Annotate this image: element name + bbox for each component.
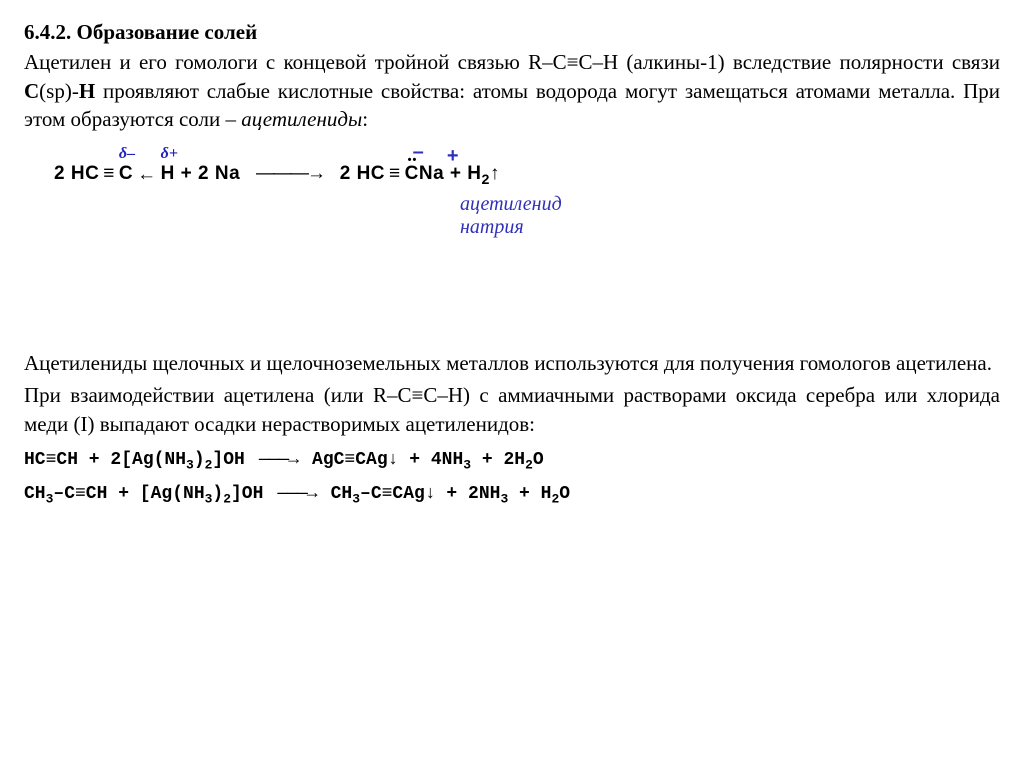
eq2b-m: ) [212, 484, 223, 504]
delta-minus-label: δ– [119, 143, 135, 165]
eq2a-r: ]OH [212, 450, 244, 470]
eq2b-p1b: –C≡CAg↓ + 2NH [360, 484, 500, 504]
lone-pair-dots: •• [408, 153, 418, 168]
caption-line1: ацетиленид [460, 193, 1000, 216]
eq1-h-delta-plus: δ+H [161, 161, 175, 187]
eq1-2hc: 2 HC [54, 163, 99, 184]
eq1-left-arrow: ← [137, 162, 157, 188]
caption-line2: натрия [460, 216, 1000, 239]
eq2b-l2: –C≡CH + [Ag(NH [53, 484, 204, 504]
eq2a-s3: 3 [463, 458, 471, 473]
eq2a-s4: 2 [525, 458, 533, 473]
delta-plus-label: δ+ [161, 143, 178, 165]
p1-text-a: Ацетилен и его гомологи с концевой тройн… [24, 50, 1000, 74]
equation-2a: HC≡CH + 2[Ag(NH3)2]OH———→AgC≡CAg↓ + 4NH3… [24, 448, 1000, 472]
eq2b-s0b: 3 [352, 492, 360, 507]
eq2b-p1: CH [331, 484, 353, 504]
eq1-plus-2na: + 2 Na [175, 163, 240, 184]
eq2b-p3: O [559, 484, 570, 504]
eq2a-m: ) [194, 450, 205, 470]
eq1-c-minus: –••C [405, 161, 419, 187]
eq1-up-arrow: ↑ [490, 163, 500, 184]
p1-italic: ацетилениды [241, 107, 362, 131]
eq1-triple2: ≡ [389, 163, 401, 184]
paragraph-3: При взаимодействии ацетилена (или R–C≡C–… [24, 381, 1000, 438]
eq1-triple: ≡ [103, 163, 115, 184]
eq1-c1: C [119, 163, 133, 184]
eq2b-p2: + H [508, 484, 551, 504]
eq2b-l: CH [24, 484, 46, 504]
p1-bold-h: Н [79, 79, 95, 103]
p1-text-c: (sp)- [39, 79, 79, 103]
eq2a-arrow: ———→ [245, 448, 312, 472]
eq2a-l: HC≡CH + 2[Ag(NH [24, 450, 186, 470]
eq1-c-delta-minus: δ–C [119, 161, 133, 187]
p1-text-g: : [362, 107, 368, 131]
eq2b-r: ]OH [231, 484, 263, 504]
eq1-h2-sub: 2 [482, 172, 490, 188]
paragraph-2: Ацетилениды щелочных и щелочноземельных … [24, 349, 1000, 377]
equation-2b: CH3–C≡CH + [Ag(NH3)2]OH———→CH3–C≡CAg↓ + … [24, 482, 1000, 506]
eq2a-s1: 3 [186, 458, 194, 473]
eq1-na-plus: + Na [419, 161, 444, 187]
eq1-rhs-2hc: 2 HC [340, 163, 385, 184]
eq1-h: H [161, 163, 175, 184]
eq1-arrow: ———→ [246, 161, 334, 187]
paragraph-1: Ацетилен и его гомологи с концевой тройн… [24, 48, 1000, 133]
plus-charge: + [447, 143, 459, 170]
eq2b-arrow: ———→ [263, 482, 330, 506]
eq2a-p3: O [533, 450, 544, 470]
equation-1: 2 HC≡δ–C←δ+H + 2 Na ———→ 2 HC≡–••C+ Na +… [54, 161, 1000, 187]
eq2a-p1: AgC≡CAg↓ + 4NH [312, 450, 463, 470]
equation-1-caption: ацетиленид натрия [460, 193, 1000, 239]
eq2b-s2: 2 [223, 492, 231, 507]
p1-bold-c: С [24, 79, 39, 103]
p1-text-e: проявляют слабые кислотные свойства: ато… [24, 79, 1000, 131]
eq2a-p2: + 2H [471, 450, 525, 470]
eq1-na: Na [419, 163, 444, 184]
section-heading: 6.4.2. Образование солей [24, 18, 1000, 46]
